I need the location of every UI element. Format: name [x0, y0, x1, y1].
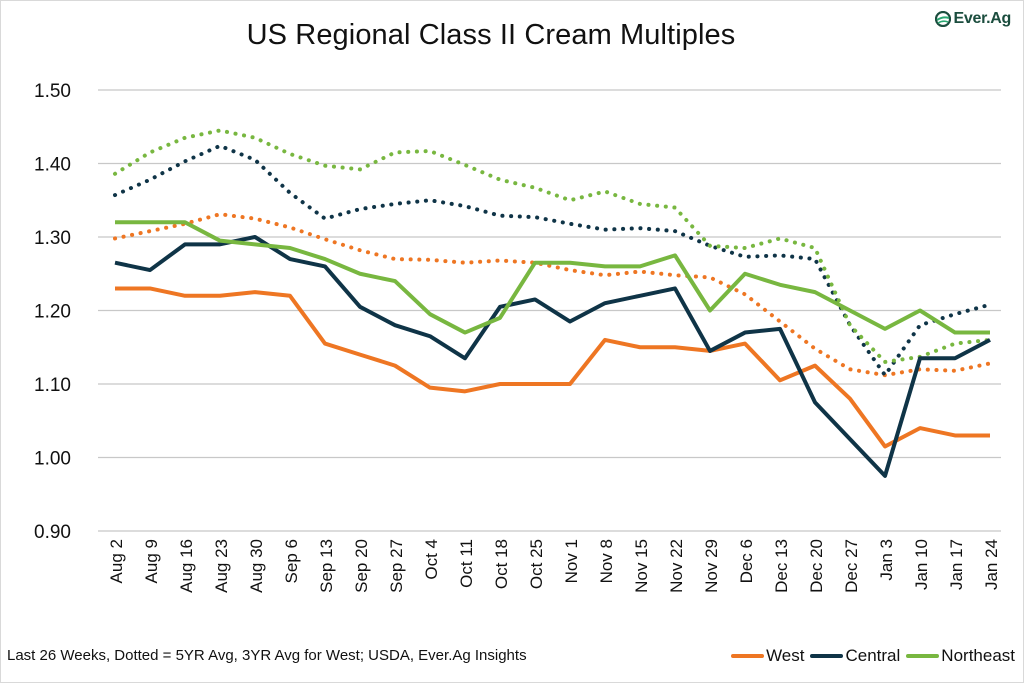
legend-item-northeast: Northeast	[906, 646, 1015, 666]
legend-label-northeast: Northeast	[941, 646, 1015, 666]
x-tick-label: Sep 27	[387, 539, 406, 593]
x-tick-label: Oct 11	[457, 539, 476, 588]
x-tick-label: Jan 10	[912, 539, 931, 590]
x-tick-label: Sep 20	[352, 539, 371, 593]
x-tick-label: Jan 24	[982, 539, 1001, 590]
x-tick-label: Aug 2	[107, 539, 126, 583]
y-tick-label: 1.10	[34, 375, 71, 396]
x-axis-tick-labels: Aug 2 Aug 9 Aug 16 Aug 23 Aug 30 Sep 6 Sep 13 S…	[107, 539, 1001, 593]
legend-item-central: Central	[810, 646, 900, 666]
y-tick-label: 1.30	[34, 228, 71, 249]
x-tick-label: Oct 4	[422, 539, 441, 580]
chart-legend: West Central Northeast	[725, 646, 1015, 666]
y-tick-label: 1.00	[34, 449, 71, 470]
x-tick-label: Nov 29	[702, 539, 721, 593]
x-tick-label: Oct 25	[527, 539, 546, 589]
x-tick-label: Dec 27	[842, 539, 861, 593]
x-tick-label: Nov 1	[562, 539, 581, 583]
legend-swatch-northeast	[906, 654, 939, 658]
x-tick-label: Aug 30	[247, 539, 266, 593]
x-tick-label: Dec 6	[737, 539, 756, 583]
x-tick-label: Sep 6	[282, 539, 301, 583]
legend-swatch-central	[810, 654, 843, 658]
legend-swatch-west	[731, 654, 764, 658]
x-tick-label: Nov 22	[667, 539, 686, 593]
x-tick-label: Nov 8	[597, 539, 616, 583]
series-lines	[115, 130, 990, 475]
legend-item-west: West	[731, 646, 804, 666]
y-tick-label: 1.40	[34, 155, 71, 176]
legend-label-central: Central	[845, 646, 900, 666]
x-tick-label: Jan 3	[877, 539, 896, 581]
x-tick-label: Sep 13	[317, 539, 336, 593]
x-tick-label: Aug 16	[177, 539, 196, 593]
series-line-northeast-5yr-avg	[115, 130, 990, 362]
series-line-central	[115, 237, 990, 476]
x-tick-label: Nov 15	[632, 539, 651, 593]
y-axis-tick-labels: 0.90 1.00 1.10 1.20 1.30 1.40 1.50	[34, 81, 71, 543]
y-tick-label: 0.90	[34, 522, 71, 543]
x-tick-label: Oct 18	[492, 539, 511, 589]
legend-label-west: West	[766, 646, 804, 666]
source-footnote: Last 26 Weeks, Dotted = 5YR Avg, 3YR Avg…	[7, 647, 527, 664]
x-tick-label: Jan 17	[947, 539, 966, 590]
series-line-central-5yr-avg	[115, 146, 990, 375]
y-tick-label: 1.20	[34, 302, 71, 323]
x-tick-label: Dec 13	[772, 539, 791, 593]
x-tick-label: Aug 23	[212, 539, 231, 593]
x-tick-label: Aug 9	[142, 539, 161, 583]
y-tick-label: 1.50	[34, 81, 71, 102]
x-tick-label: Dec 20	[807, 539, 826, 593]
